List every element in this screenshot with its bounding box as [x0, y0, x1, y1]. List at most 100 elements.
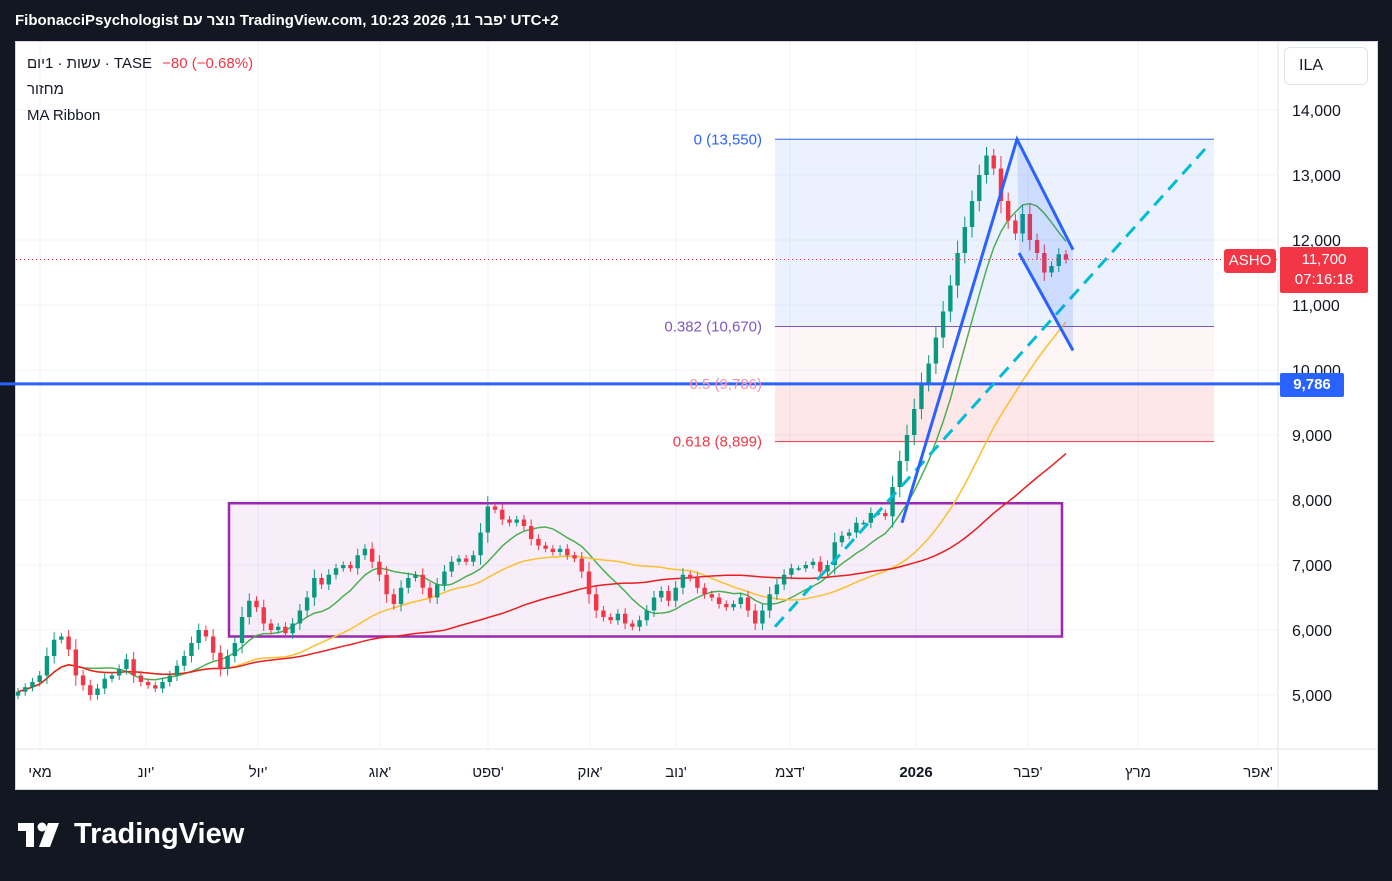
candle-body: [59, 636, 64, 640]
candle-body: [919, 383, 924, 409]
tradingview-logo-text: TradingView: [74, 818, 245, 850]
candle-body: [565, 548, 570, 556]
candle-body: [601, 610, 606, 617]
candle-body: [442, 571, 447, 585]
candle-body: [666, 591, 671, 601]
bar-countdown: 07:16:18: [1294, 271, 1354, 288]
candle-body: [435, 584, 440, 598]
candle-body: [153, 685, 158, 689]
time-tick-label: יונ': [138, 764, 155, 781]
currency-button[interactable]: ILA: [1284, 47, 1368, 85]
candle-body: [933, 337, 939, 364]
candle-body: [832, 542, 837, 565]
legend-volume[interactable]: מחזור: [27, 81, 64, 98]
candle-body: [500, 509, 505, 520]
price-tick-label: 11,000: [1292, 298, 1340, 315]
candle-body: [687, 574, 693, 578]
level-badge: 9,786: [1280, 373, 1344, 397]
candle-body: [724, 604, 729, 608]
candle-body: [427, 587, 433, 598]
candle-body: [297, 610, 303, 624]
symbol-line[interactable]: עשות · 1יום · TASE: [27, 55, 152, 72]
candle-body: [868, 513, 874, 523]
ma-line-0: [17, 202, 1067, 693]
candle-body: [225, 656, 230, 669]
candle-body: [630, 623, 635, 627]
drawing-boxes: [227, 138, 1214, 638]
candle-body: [174, 665, 180, 676]
candle-body: [478, 532, 483, 556]
candle-body: [15, 691, 21, 696]
flag-lower-line: [1017, 252, 1075, 352]
candle-body: [507, 519, 512, 523]
candle-body: [485, 506, 490, 533]
price-tick-label: 8,000: [1292, 493, 1332, 510]
candle-body: [521, 519, 527, 526]
candle-body: [377, 561, 382, 575]
candle-body: [514, 519, 519, 523]
time-tick-label: מרץ: [1125, 764, 1151, 781]
candle-body: [709, 594, 715, 598]
candle-body: [897, 461, 902, 487]
candle-body: [290, 623, 295, 634]
candle-body: [145, 682, 151, 686]
candle-body: [1049, 266, 1054, 273]
candle-body: [398, 587, 404, 604]
currency-label: ILA: [1299, 57, 1324, 74]
candle-body: [23, 687, 28, 692]
tradingview-logo[interactable]: TradingView: [18, 818, 244, 851]
price-axis: 5,0006,0007,0008,0009,00010,00011,00012,…: [1292, 103, 1341, 705]
candle-body: [912, 409, 917, 435]
candle-body: [948, 285, 953, 312]
candle-body: [66, 636, 71, 650]
candle-body: [1013, 220, 1018, 234]
candle-body: [753, 610, 758, 624]
candle-body: [355, 555, 360, 569]
candle-body: [904, 435, 910, 461]
candle-body: [420, 574, 425, 588]
candle-body: [384, 574, 389, 595]
candle-body: [543, 545, 548, 549]
candle-body: [1027, 214, 1033, 240]
candle-body: [731, 604, 736, 608]
time-tick-label: אפר': [1243, 764, 1273, 781]
candle-body: [116, 669, 122, 676]
candle-body: [1034, 240, 1040, 253]
candle-body: [449, 561, 454, 572]
candle-body: [189, 643, 194, 656]
candle-body: [326, 574, 331, 585]
legend-symbol[interactable]: עשות · 1יום · TASE −80 (−0.68%): [27, 55, 253, 72]
candle-body: [51, 639, 57, 656]
time-tick-label: 2026: [899, 764, 932, 781]
chart-header-title: FibonacciPsychologist נוצר עם TradingVie…: [15, 12, 559, 29]
flag-fill: [1017, 139, 1073, 351]
legend-ma-ribbon[interactable]: MA Ribbon: [27, 107, 101, 124]
candle-body: [738, 597, 743, 604]
candle-body: [608, 617, 613, 621]
candle-body: [247, 600, 252, 617]
candle-body: [182, 656, 187, 666]
price-tick-label: 5,000: [1292, 688, 1332, 705]
candle-body: [572, 555, 577, 559]
candle-body: [803, 565, 809, 569]
candle-body: [1063, 254, 1069, 260]
candle-body: [37, 675, 42, 682]
grid-lines: [16, 42, 1377, 789]
candle-body: [80, 675, 86, 686]
candle-body: [774, 584, 780, 595]
ticker-label: ASHO: [1228, 252, 1272, 269]
candle-body: [550, 548, 556, 552]
time-tick-label: אוק': [577, 764, 602, 781]
candle-body: [239, 617, 245, 643]
candle-body: [926, 363, 931, 383]
candle-body: [767, 594, 772, 611]
candle-body: [283, 626, 288, 634]
time-tick-label: מאי: [28, 764, 52, 781]
candle-body: [644, 610, 649, 621]
time-axis: מאי יונ' יול' אוג' ספט' אוק' נוב' דצמ' 2026 פבר' מ…: [28, 764, 1273, 781]
fib-labels: 0 (13,550) 0.382 (10,670) 0.5 (9,786) 0.618…: [664, 131, 762, 450]
candle-body: [962, 227, 968, 253]
fib-label-1: 0.382 (10,670): [664, 318, 762, 335]
candle-body: [95, 688, 100, 695]
